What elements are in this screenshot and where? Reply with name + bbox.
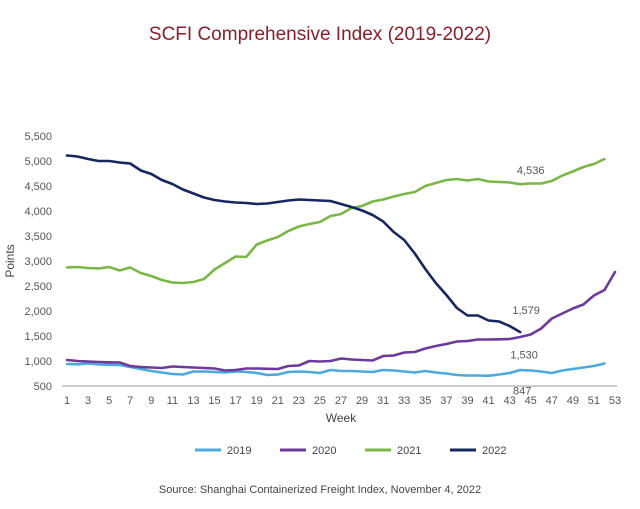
x-tick-label: 49: [567, 395, 579, 407]
x-tick-label: 15: [208, 395, 220, 407]
legend-label-2021: 2021: [397, 445, 421, 457]
x-tick-label: 51: [588, 395, 600, 407]
annotation-layer: 4,536 1,579 1,530 847: [510, 165, 544, 397]
x-tick-label: 53: [609, 395, 621, 407]
x-tick-label: 47: [546, 395, 558, 407]
x-tick-label: 9: [148, 395, 154, 407]
y-tick-label: 1,000: [24, 356, 52, 368]
y-axis-label: Points: [3, 244, 17, 277]
x-tick-label: 3: [85, 395, 91, 407]
x-tick-label: 17: [229, 395, 241, 407]
y-tick-label: 1,500: [24, 331, 52, 343]
y-tick-label: 4,000: [24, 206, 52, 218]
x-tick-label: 41: [482, 395, 494, 407]
x-tick-label: 13: [187, 395, 199, 407]
x-tick-label: 35: [419, 395, 431, 407]
y-tick-label: 5,500: [24, 131, 52, 143]
x-tick-label: 31: [377, 395, 389, 407]
legend-layer: 2019 2020 2021 2022: [195, 445, 506, 457]
y-tick-label: 3,500: [24, 231, 52, 243]
x-tick-label: 39: [461, 395, 473, 407]
x-tick-label: 25: [314, 395, 326, 407]
series-line-2022: [65, 154, 522, 334]
x-tick-label: 11: [167, 395, 178, 407]
x-tick-label: 33: [398, 395, 410, 407]
series-line-2020: [65, 270, 617, 372]
data-label-2022: 1,579: [512, 305, 540, 317]
x-tick-label: 1: [64, 395, 70, 407]
x-tick-label: 27: [335, 395, 347, 407]
series-layer: [65, 154, 617, 378]
chart-title: SCFI Comprehensive Index (2019-2022): [148, 24, 492, 45]
legend-label-2020: 2020: [312, 445, 336, 457]
x-tick-label: 21: [272, 395, 284, 407]
legend-label-2019: 2019: [227, 445, 251, 457]
x-tick-label: 37: [440, 395, 452, 407]
x-tick-label: 5: [106, 395, 112, 407]
data-label-2021: 4,536: [517, 165, 545, 177]
y-tick-label: 4,500: [24, 181, 52, 193]
legend-label-2022: 2022: [482, 445, 506, 457]
source-note: Source: Shanghai Containerized Freight I…: [158, 484, 482, 496]
data-label-2020: 1,530: [510, 350, 538, 362]
x-tick-label: 19: [251, 395, 263, 407]
x-tick-label: 45: [525, 395, 537, 407]
y-tick-label: 500: [34, 381, 52, 393]
data-label-2019: 847: [513, 386, 531, 398]
y-tick-label: 2,500: [24, 281, 52, 293]
series-line-2021: [65, 157, 606, 285]
x-tick-label: 7: [127, 395, 133, 407]
y-tick-label: 2,000: [24, 306, 52, 318]
x-axis-label: Week: [326, 411, 357, 425]
y-tick-label: 5,000: [24, 156, 52, 168]
x-tick-label: 43: [503, 395, 515, 407]
axes-layer: 500 1,000 1,500 2,000 2,500 3,000 3,500 4,000 4,…: [3, 131, 621, 425]
y-tick-label: 3,000: [24, 256, 52, 268]
x-tick-label: 23: [293, 395, 305, 407]
x-tick-label: 29: [356, 395, 368, 407]
series-line-2019: [65, 362, 606, 378]
